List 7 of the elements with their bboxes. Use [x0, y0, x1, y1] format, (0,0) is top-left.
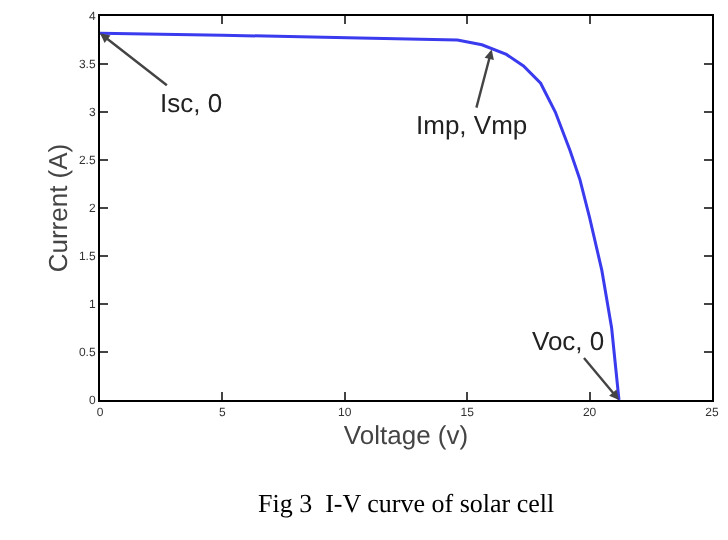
line-series [100, 31, 621, 400]
caption: Fig 3 I-V curve of solar cell [258, 488, 556, 518]
annotation: Voc, 0 [532, 326, 605, 356]
annotation: Imp, Vmp [416, 110, 528, 140]
x-axis-title: Voltage (v) [343, 420, 469, 451]
annotation: Isc, 0 [160, 88, 223, 118]
y-axis-title: Current (A) [42, 143, 73, 273]
